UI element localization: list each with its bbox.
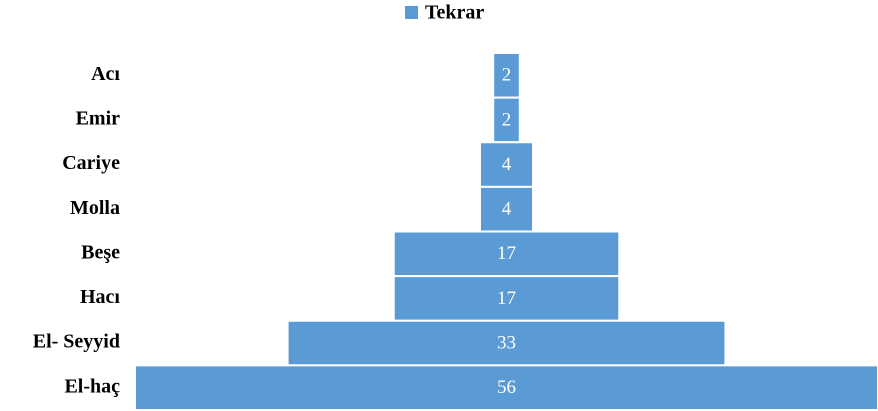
data-label: 2 [502, 65, 512, 86]
data-label: 4 [502, 199, 512, 220]
data-label: 33 [497, 332, 516, 353]
data-label: 56 [497, 377, 516, 398]
legend-swatch [405, 6, 418, 19]
data-label: 4 [502, 154, 512, 175]
funnel-bar [478, 185, 535, 233]
data-label: 17 [497, 243, 516, 264]
category-label: El-haç [64, 375, 120, 397]
category-label: Beşe [81, 241, 120, 263]
funnel-bar [134, 364, 878, 411]
category-label: El- Seyyid [33, 331, 120, 353]
category-label: Emir [76, 108, 121, 130]
category-label: Hacı [80, 286, 120, 308]
category-label: Cariye [62, 152, 120, 174]
legend-label: Tekrar [425, 2, 484, 24]
category-label: Acı [91, 63, 120, 85]
category-label: Molla [70, 197, 120, 219]
data-label: 17 [497, 288, 516, 309]
funnel-bar [392, 275, 621, 322]
data-label: 2 [502, 109, 512, 130]
